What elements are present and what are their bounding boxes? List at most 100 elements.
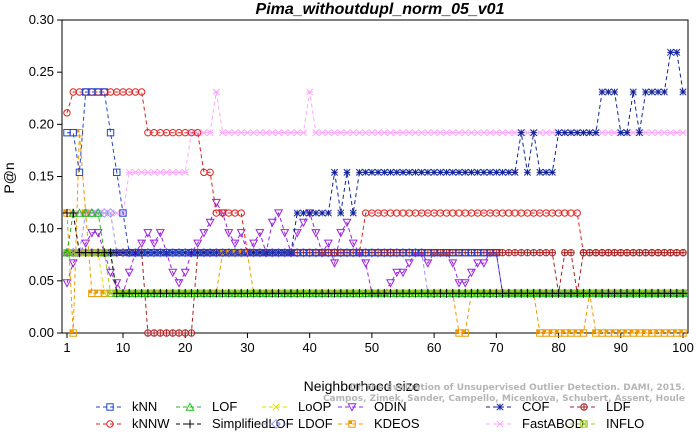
data-point	[343, 129, 351, 137]
y-tick-label: 0.25	[29, 64, 54, 79]
data-point	[368, 129, 376, 137]
legend-label: kNNW	[132, 416, 170, 431]
data-point	[112, 279, 122, 288]
data-point	[505, 129, 513, 137]
data-point	[250, 129, 258, 137]
series-simplifiedlof	[62, 208, 688, 298]
data-point	[155, 229, 165, 238]
y-tick-label: 0.10	[29, 221, 54, 236]
data-point	[648, 248, 656, 257]
data-point	[100, 88, 109, 96]
data-point	[331, 168, 339, 176]
data-point	[124, 268, 134, 278]
data-point	[492, 129, 500, 137]
data-point	[374, 168, 382, 176]
data-point	[156, 329, 165, 337]
legend-item-inflo: INFLO	[570, 416, 644, 431]
data-point	[137, 239, 147, 249]
data-point	[386, 279, 396, 288]
data-point	[230, 239, 240, 249]
data-point	[449, 168, 457, 176]
legend-item-odin: ODIN	[338, 399, 407, 414]
data-point	[306, 88, 314, 96]
data-point	[511, 248, 519, 257]
data-point	[586, 129, 594, 137]
legend-item-fastabod: FastABOD	[486, 416, 584, 431]
data-point	[274, 209, 284, 218]
data-point	[454, 279, 464, 288]
data-point	[138, 249, 146, 257]
data-point	[349, 129, 357, 137]
data-point	[355, 168, 363, 176]
legend-marker	[496, 403, 504, 411]
data-point	[200, 249, 208, 257]
data-point	[666, 248, 675, 257]
data-point	[267, 218, 277, 228]
data-point	[404, 259, 414, 268]
data-point	[443, 168, 451, 176]
legend-marker	[271, 419, 281, 429]
data-point	[604, 88, 612, 96]
legend-label: COF	[522, 399, 550, 414]
data-point	[673, 48, 681, 56]
data-point	[75, 168, 84, 177]
legend-item-knn: kNN	[96, 399, 157, 414]
series-line	[66, 132, 683, 334]
data-point	[523, 248, 532, 257]
data-point	[436, 129, 444, 137]
data-point	[149, 239, 159, 249]
plot-area: 0.00 0.05 0.10 0.15 0.20 0.25 0.30 1 10 20 30 40 50 6…	[29, 12, 694, 355]
series-line	[67, 252, 683, 294]
x-tick-label: 60	[427, 340, 441, 355]
data-point	[405, 129, 413, 137]
data-point	[205, 218, 215, 228]
data-point	[517, 129, 525, 137]
data-point	[380, 168, 388, 176]
legend-label: kNN	[132, 399, 157, 414]
data-point	[436, 168, 444, 176]
data-point	[542, 248, 550, 257]
data-point	[206, 168, 214, 177]
legend-label: LOF	[212, 399, 237, 414]
data-point	[311, 229, 321, 238]
data-point	[69, 329, 77, 337]
data-point	[131, 168, 139, 176]
data-point	[144, 329, 152, 337]
data-point	[330, 259, 340, 268]
data-point	[343, 168, 351, 176]
data-point	[280, 229, 290, 238]
data-point	[598, 88, 606, 96]
data-point	[380, 129, 388, 137]
data-point	[641, 248, 650, 257]
y-tick-label: 0.30	[29, 12, 54, 27]
legend-label: ODIN	[374, 399, 407, 414]
data-point	[162, 329, 171, 337]
data-point	[635, 129, 643, 137]
data-point	[69, 208, 78, 218]
data-point	[387, 129, 395, 137]
legend-label: FastABOD	[522, 416, 584, 431]
x-tick-label: 80	[551, 340, 565, 355]
data-point	[610, 248, 619, 257]
data-point	[498, 248, 507, 257]
data-point	[144, 249, 152, 257]
data-point	[150, 168, 158, 176]
data-point	[336, 229, 346, 238]
legend-label: KDEOS	[374, 416, 420, 431]
data-point	[660, 88, 668, 96]
data-point	[393, 129, 401, 137]
data-point	[225, 129, 233, 137]
y-tick-label: 0.05	[29, 273, 54, 288]
legend-label: SimplifiedLOF	[212, 416, 294, 431]
series-line	[66, 201, 683, 295]
data-point	[536, 248, 544, 257]
legend-marker	[185, 402, 195, 411]
legend-item-kdeos: KDEOS	[338, 416, 420, 431]
data-point	[505, 168, 513, 176]
y-tick-label: 0.15	[29, 169, 54, 184]
data-point	[592, 248, 600, 257]
data-point	[460, 279, 470, 288]
legend-item-ldf: LDF	[570, 399, 631, 414]
series-knn	[63, 88, 687, 298]
